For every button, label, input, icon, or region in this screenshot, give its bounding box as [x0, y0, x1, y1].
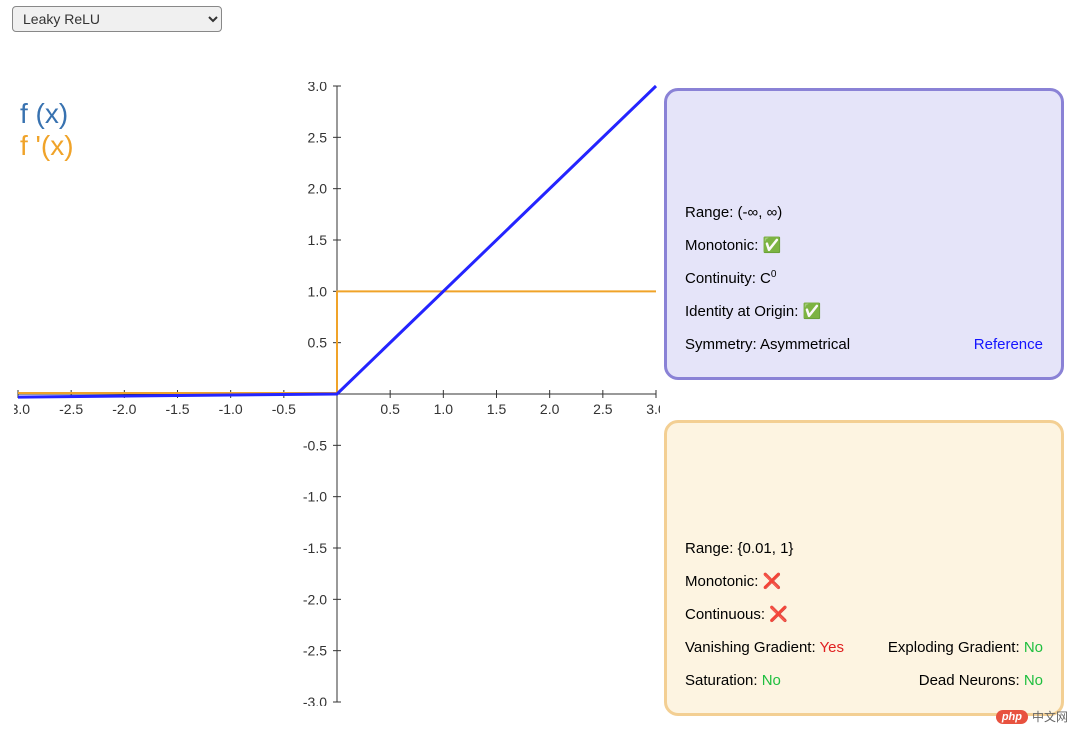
fx-continuity-row: Continuity: C0 [685, 262, 1043, 295]
fpx-saturation-label: Saturation: [685, 672, 758, 689]
fx-symmetry-value: Asymmetrical [760, 336, 850, 353]
svg-text:1.5: 1.5 [487, 401, 507, 417]
fpx-deadneurons-cell: Dead Neurons: No [919, 664, 1043, 697]
svg-text:-1.5: -1.5 [303, 540, 327, 556]
fx-symmetry-cell: Symmetry: Asymmetrical [685, 328, 850, 361]
fpx-vanishing-cell: Vanishing Gradient: Yes [685, 631, 844, 664]
fx-range-row: Range: (-∞, ∞) [685, 196, 1043, 229]
svg-text:-0.5: -0.5 [303, 437, 327, 453]
fx-monotonic-value: ✅ [763, 237, 782, 254]
svg-text:-2.5: -2.5 [59, 401, 83, 417]
fpx-monotonic-label: Monotonic: [685, 573, 758, 590]
fx-properties-panel: Range: (-∞, ∞) Monotonic: ✅ Continuity: … [664, 88, 1064, 380]
svg-text:1.0: 1.0 [308, 283, 328, 299]
watermark-badge: php [996, 710, 1028, 724]
svg-text:-0.5: -0.5 [272, 401, 296, 417]
fx-monotonic-row: Monotonic: ✅ [685, 229, 1043, 262]
watermark: php 中文网 [996, 708, 1068, 725]
fx-identity-row: Identity at Origin: ✅ [685, 295, 1043, 328]
svg-text:-1.0: -1.0 [303, 489, 327, 505]
svg-text:-2.0: -2.0 [303, 591, 327, 607]
svg-text:3.0: 3.0 [646, 401, 660, 417]
watermark-text: 中文网 [1032, 708, 1068, 725]
reference-link[interactable]: Reference [974, 328, 1043, 361]
svg-text:-2.0: -2.0 [112, 401, 136, 417]
fpx-range-row: Range: {0.01, 1} [685, 532, 1043, 565]
fpx-exploding-value: No [1024, 639, 1043, 656]
svg-text:0.5: 0.5 [380, 401, 400, 417]
svg-text:2.5: 2.5 [308, 129, 328, 145]
fpx-gradient-row: Vanishing Gradient: Yes Exploding Gradie… [685, 631, 1043, 664]
chart-svg: -3.0 -2.5 -2.0 -1.5 -1.0 -0.5 0.5 1.0 1.5 2.0 2.5 3… [14, 82, 660, 706]
fpx-saturation-value: No [762, 672, 781, 689]
fx-symmetry-row: Symmetry: Asymmetrical Reference [685, 328, 1043, 361]
svg-text:-1.5: -1.5 [165, 401, 189, 417]
svg-text:2.0: 2.0 [308, 181, 328, 197]
fpx-properties-panel: Range: {0.01, 1} Monotonic: ❌ Continuous… [664, 420, 1064, 716]
fpx-saturation-cell: Saturation: No [685, 664, 781, 697]
svg-text:0.5: 0.5 [308, 335, 328, 351]
fpx-monotonic-value: ❌ [763, 573, 782, 590]
fpx-continuous-value: ❌ [769, 606, 788, 623]
fx-range-value: (-∞, ∞) [738, 204, 783, 221]
fx-continuity-value: C0 [760, 270, 776, 287]
fpx-vanishing-label: Vanishing Gradient: [685, 639, 816, 656]
fx-identity-value: ✅ [803, 303, 822, 320]
svg-text:-3.0: -3.0 [303, 694, 327, 706]
fpx-range-label: Range: [685, 540, 733, 557]
svg-text:-1.0: -1.0 [219, 401, 243, 417]
fx-identity-label: Identity at Origin: [685, 303, 798, 320]
svg-text:-2.5: -2.5 [303, 643, 327, 659]
fx-range-label: Range: [685, 204, 733, 221]
fpx-continuous-label: Continuous: [685, 606, 765, 623]
fx-symmetry-label: Symmetry: [685, 336, 757, 353]
fpx-range-value: {0.01, 1} [738, 540, 794, 557]
fpx-exploding-label: Exploding Gradient: [888, 639, 1020, 656]
fpx-monotonic-row: Monotonic: ❌ [685, 565, 1043, 598]
svg-text:1.5: 1.5 [308, 232, 328, 248]
fx-continuity-label: Continuity: [685, 270, 756, 287]
svg-text:3.0: 3.0 [308, 82, 328, 94]
svg-text:2.0: 2.0 [540, 401, 560, 417]
activation-select[interactable]: Leaky ReLU [12, 6, 222, 32]
fpx-exploding-cell: Exploding Gradient: No [888, 631, 1043, 664]
fx-monotonic-label: Monotonic: [685, 237, 758, 254]
svg-text:-3.0: -3.0 [14, 401, 30, 417]
fpx-deadneurons-value: No [1024, 672, 1043, 689]
function-chart: -3.0 -2.5 -2.0 -1.5 -1.0 -0.5 0.5 1.0 1.5 2.0 2.5 3… [14, 82, 660, 706]
fpx-saturation-row: Saturation: No Dead Neurons: No [685, 664, 1043, 697]
svg-text:2.5: 2.5 [593, 401, 613, 417]
fpx-deadneurons-label: Dead Neurons: [919, 672, 1020, 689]
fpx-vanishing-value: Yes [820, 639, 844, 656]
svg-text:1.0: 1.0 [434, 401, 454, 417]
fpx-continuous-row: Continuous: ❌ [685, 598, 1043, 631]
